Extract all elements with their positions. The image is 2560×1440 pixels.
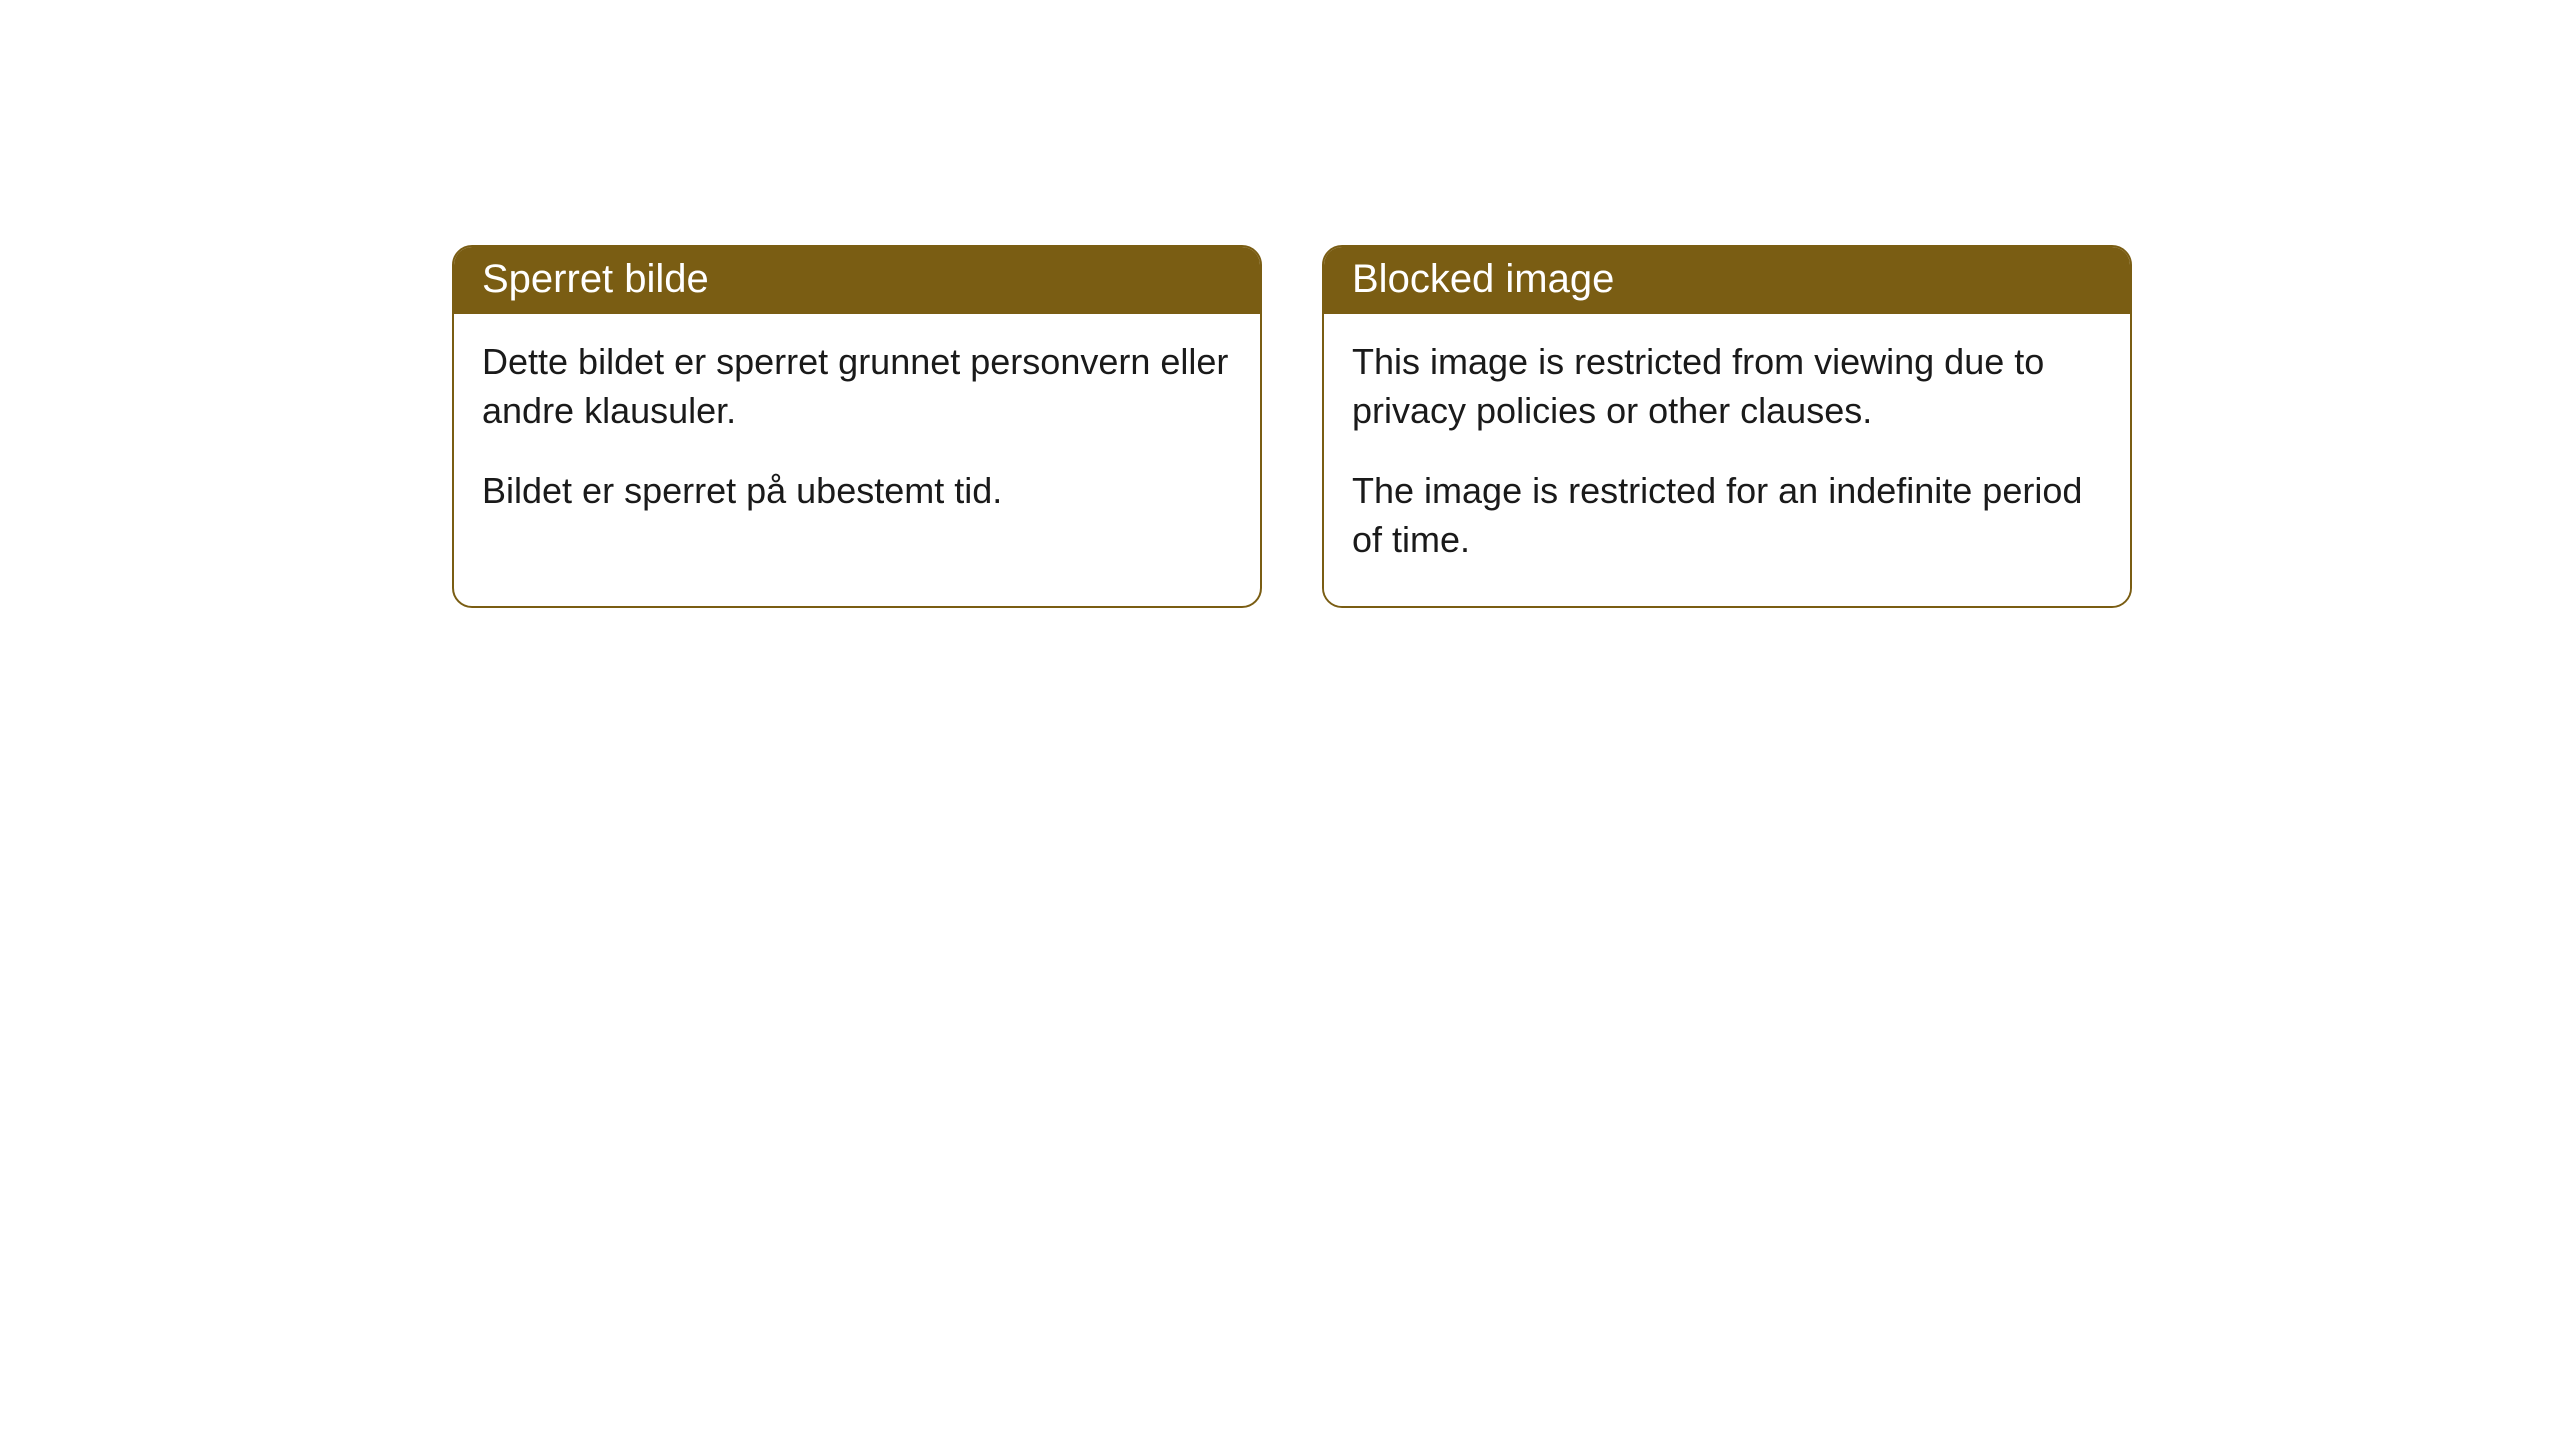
card-header: Sperret bilde	[454, 247, 1260, 314]
card-norwegian: Sperret bilde Dette bildet er sperret gr…	[452, 245, 1262, 608]
card-paragraph-1: This image is restricted from viewing du…	[1352, 338, 2102, 435]
card-header: Blocked image	[1324, 247, 2130, 314]
cards-container: Sperret bilde Dette bildet er sperret gr…	[0, 0, 2560, 608]
card-paragraph-2: The image is restricted for an indefinit…	[1352, 467, 2102, 564]
card-body: Dette bildet er sperret grunnet personve…	[454, 314, 1260, 558]
card-body: This image is restricted from viewing du…	[1324, 314, 2130, 606]
card-paragraph-1: Dette bildet er sperret grunnet personve…	[482, 338, 1232, 435]
card-paragraph-2: Bildet er sperret på ubestemt tid.	[482, 467, 1232, 516]
card-english: Blocked image This image is restricted f…	[1322, 245, 2132, 608]
